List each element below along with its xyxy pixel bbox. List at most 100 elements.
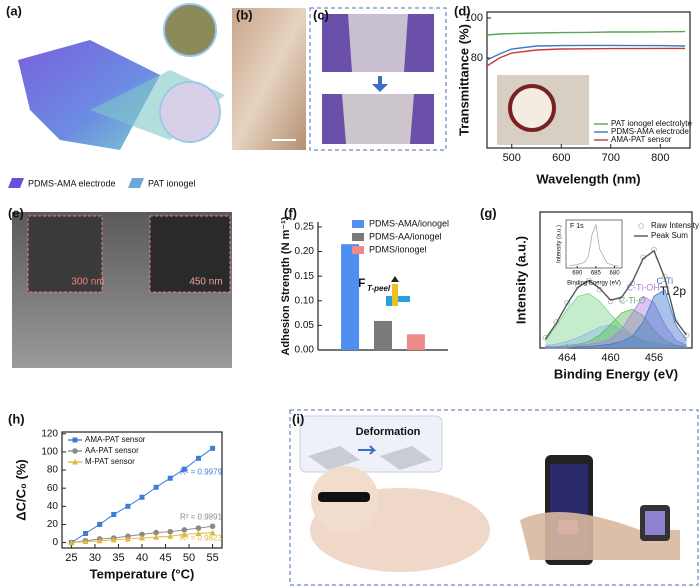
legend-label: Raw Intensity bbox=[651, 221, 699, 230]
x-tick-label: 55 bbox=[206, 552, 218, 564]
y-tick-label: 120 bbox=[41, 428, 58, 439]
panel-label: (e) bbox=[8, 205, 24, 220]
point bbox=[97, 521, 103, 527]
plot-frame bbox=[565, 219, 623, 269]
area-outline bbox=[545, 308, 687, 348]
y-axis-label: Transmittance (%) bbox=[456, 24, 471, 136]
point bbox=[210, 445, 216, 451]
peak-label: C-Ti bbox=[657, 276, 674, 286]
legend-label: PDMS-AMA electrode bbox=[28, 178, 116, 188]
point bbox=[125, 503, 131, 509]
scale-label: 300 nm bbox=[71, 277, 104, 288]
x-tick-label: 35 bbox=[112, 552, 124, 564]
point bbox=[195, 525, 202, 531]
y-tick-label: 0.05 bbox=[295, 320, 315, 331]
x-tick-label: 680 bbox=[610, 271, 621, 277]
plot-frame bbox=[539, 211, 693, 349]
point bbox=[683, 332, 690, 338]
inset-title: F 1s bbox=[570, 223, 584, 230]
point bbox=[596, 286, 603, 293]
panel-label: (a) bbox=[6, 3, 22, 18]
panel-box bbox=[309, 7, 447, 151]
y-tick-label: 0.00 bbox=[295, 345, 315, 356]
panel-label: (g) bbox=[480, 205, 497, 220]
y-axis-label: ΔC/C₀ (%) bbox=[13, 459, 28, 520]
fit-label: R² = 0.9979 bbox=[180, 467, 223, 476]
panel-label: (h) bbox=[8, 411, 25, 426]
line bbox=[486, 44, 686, 61]
x-tick-label: 500 bbox=[503, 152, 521, 164]
point bbox=[83, 531, 89, 536]
scale-label: 450 nm bbox=[189, 277, 222, 288]
photo-a bbox=[18, 3, 225, 150]
point bbox=[167, 533, 174, 539]
fit-label: R² = 0.9823 bbox=[180, 534, 223, 543]
panel-label: (f) bbox=[284, 205, 297, 220]
peak-label: C-Ti-O bbox=[619, 296, 646, 306]
panel-label: (b) bbox=[236, 7, 253, 22]
panel-label: (d) bbox=[454, 3, 471, 18]
y-axis-label: Intensity (a.u.) bbox=[557, 225, 563, 263]
point bbox=[124, 535, 131, 542]
panel-box bbox=[289, 409, 699, 586]
y-tick-label: 0 bbox=[52, 537, 58, 548]
peak-label: C-Ti-OH bbox=[627, 283, 660, 293]
y-tick-label: 0.20 bbox=[295, 246, 315, 257]
bar bbox=[406, 334, 425, 350]
y-tick-label: 20 bbox=[47, 519, 59, 530]
panel-label: (i) bbox=[292, 411, 304, 426]
y-tick-label: 80 bbox=[47, 465, 59, 476]
legend-marker bbox=[638, 223, 644, 229]
x-tick-label: 464 bbox=[558, 352, 576, 364]
point bbox=[542, 334, 549, 341]
y-tick-label: 0.10 bbox=[295, 295, 315, 306]
peel-icon bbox=[386, 276, 410, 306]
x-tick-label: 50 bbox=[183, 552, 195, 564]
point bbox=[167, 475, 173, 481]
photo-b bbox=[232, 8, 306, 150]
x-tick-label: 456 bbox=[645, 352, 663, 364]
x-tick-label: 600 bbox=[552, 152, 570, 164]
y-tick-label: 0.25 bbox=[295, 222, 315, 233]
bar bbox=[341, 244, 360, 350]
legend-swatch bbox=[352, 233, 364, 241]
point bbox=[209, 529, 216, 536]
legend-label: AA-PAT sensor bbox=[85, 446, 139, 455]
y-tick-label: 40 bbox=[47, 501, 59, 512]
legend-swatch bbox=[128, 178, 144, 188]
legend-label: PDMS-AA/ionogel bbox=[369, 231, 442, 241]
area-fill bbox=[545, 309, 687, 348]
area-outline bbox=[545, 289, 687, 349]
point bbox=[139, 535, 145, 541]
annotation-sub: T-peel bbox=[367, 284, 391, 293]
panel-label: (c) bbox=[313, 7, 329, 22]
x-tick-label: 800 bbox=[651, 152, 669, 164]
y-tick-label: 60 bbox=[47, 483, 59, 494]
x-axis-label: Binding Energy (eV) bbox=[554, 366, 678, 381]
inset-sem bbox=[27, 215, 103, 293]
point bbox=[153, 534, 160, 540]
legend-label: PAT ionogel electrolyte bbox=[611, 119, 692, 128]
point bbox=[139, 494, 145, 500]
inset-sem bbox=[149, 215, 231, 293]
annotation: F bbox=[358, 276, 365, 290]
point bbox=[96, 537, 103, 544]
line bbox=[544, 249, 688, 340]
x-tick-label: 460 bbox=[601, 352, 619, 364]
arrow bbox=[372, 76, 388, 92]
x-tick-label: 685 bbox=[591, 271, 602, 277]
legend-label: PAT ionogel bbox=[148, 178, 196, 188]
y-tick-label: 80 bbox=[471, 52, 483, 64]
caption: Deformation bbox=[356, 426, 421, 438]
x-axis-label: Binding Energy (eV) bbox=[567, 281, 621, 287]
line bbox=[486, 30, 686, 36]
point bbox=[586, 277, 592, 284]
legend-swatch bbox=[352, 220, 364, 228]
area-fill bbox=[545, 324, 687, 348]
area-outline bbox=[545, 295, 687, 348]
x-tick-label: 690 bbox=[572, 271, 583, 277]
bar bbox=[374, 320, 392, 350]
x-tick-label: 700 bbox=[602, 152, 620, 164]
point bbox=[195, 455, 201, 461]
